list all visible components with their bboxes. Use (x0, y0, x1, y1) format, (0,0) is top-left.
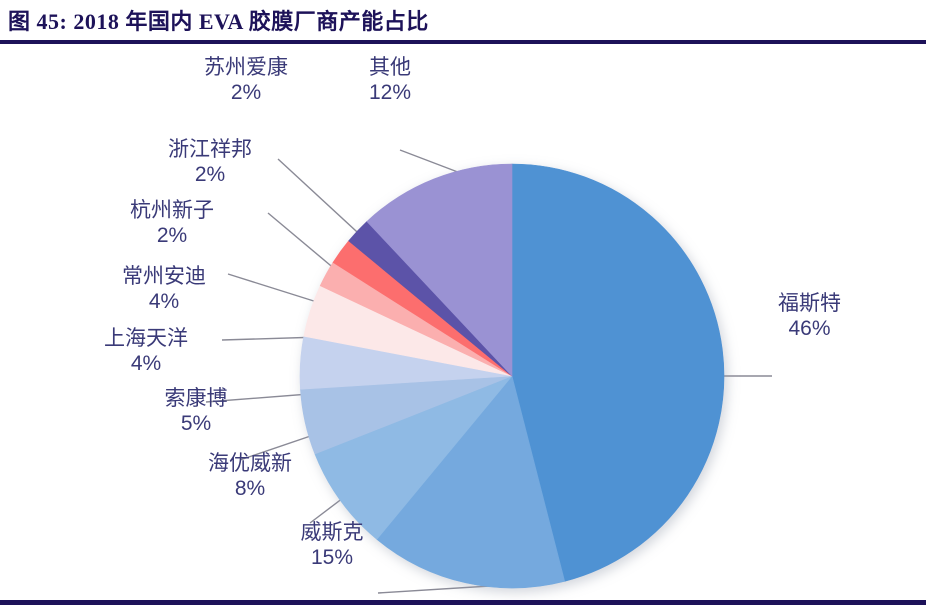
pie-label-fusite-value: 46% (788, 316, 831, 340)
pie-label-hangzhouxinzi-value: 2% (156, 223, 188, 247)
pie-label-suzhouaikang-name: 苏州爱康 (204, 56, 288, 79)
pie-slice[interactable] (314, 375, 513, 540)
pie-label-shanghaitianyang-name: 上海天洋 (104, 327, 188, 350)
pie-label-suzhouaikang-value: 2% (230, 80, 262, 104)
pie-chart: 福斯特 46% 其他 12% 苏州爱康 2% 浙江祥邦 2% 杭州新子 2% 常… (0, 46, 926, 600)
pie-label-shanghaitianyang-value: 4% (130, 351, 162, 375)
pie-slice[interactable] (511, 163, 725, 582)
pie-label-fusite: 福斯特 46% (778, 292, 841, 342)
pie-label-zhejiangxiangbang: 浙江祥邦 2% (154, 138, 266, 188)
pie-chart-svg (205, 149, 772, 594)
pie-slice[interactable] (366, 163, 513, 377)
pie-label-fusite-name: 福斯特 (778, 292, 841, 315)
leader-line-weisike (377, 585, 491, 594)
footer-divider (0, 600, 926, 605)
pie-label-changzhouandi-name: 常州安迪 (122, 265, 206, 288)
pie-slice[interactable] (376, 375, 566, 589)
pie-label-shanghaitianyang: 上海天洋 4% (90, 327, 202, 377)
page-title: 图 45: 2018 年国内 EVA 胶膜厂商产能占比 (8, 9, 429, 34)
pie-label-weisike-value: 15% (310, 545, 354, 569)
pie-label-weisike-name: 威斯克 (300, 521, 364, 544)
pie-label-zhejiangxiangbang-name: 浙江祥邦 (168, 138, 252, 161)
pie-label-suokangbo: 索康博 5% (152, 387, 240, 437)
pie-slices-group (299, 163, 725, 589)
pie-label-qita: 其他 12% (348, 56, 432, 106)
pie-label-qita-name: 其他 (369, 56, 411, 79)
pie-label-suokangbo-value: 5% (180, 411, 212, 435)
pie-label-hangzhouxinzi: 杭州新子 2% (116, 199, 228, 249)
leader-line-qita (399, 149, 464, 175)
pie-label-hangzhouxinzi-name: 杭州新子 (130, 199, 214, 222)
pie-label-changzhouandi: 常州安迪 4% (108, 265, 220, 315)
pie-label-qita-value: 12% (368, 80, 412, 104)
pie-label-weisike: 威斯克 15% (286, 521, 378, 571)
title-divider (0, 40, 926, 44)
pie-label-haiyouweixin: 海优威新 8% (192, 452, 308, 502)
pie-label-suzhouaikang: 苏州爱康 2% (190, 56, 302, 106)
pie-label-haiyouweixin-value: 8% (234, 476, 266, 500)
pie-label-zhejiangxiangbang-value: 2% (194, 162, 226, 186)
pie-label-haiyouweixin-name: 海优威新 (208, 452, 292, 475)
pie-label-suokangbo-name: 索康博 (164, 387, 228, 410)
pie-label-changzhouandi-value: 4% (148, 289, 180, 313)
figure-header: 图 45: 2018 年国内 EVA 胶膜厂商产能占比 (0, 0, 926, 46)
